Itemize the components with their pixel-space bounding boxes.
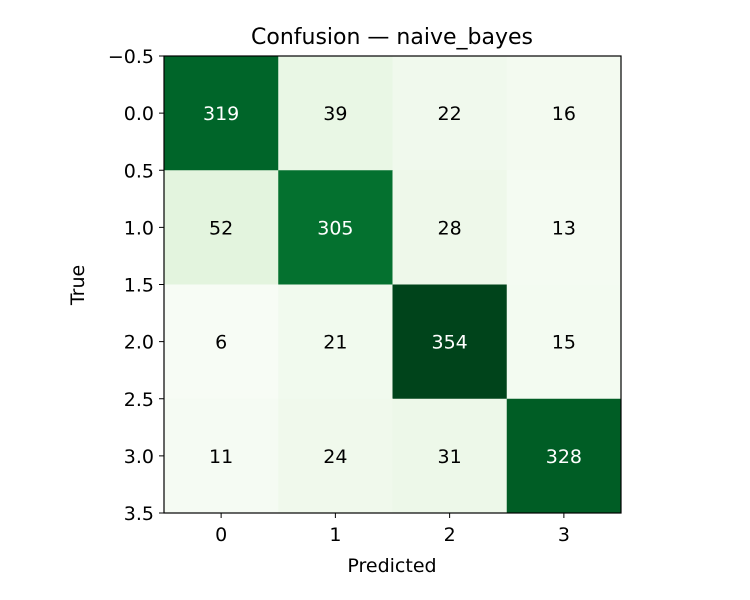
- y-tick-label-2: 0.5: [124, 160, 154, 182]
- cell-value-r1-c0: 52: [209, 217, 233, 239]
- y-tick-label-8: 3.5: [124, 503, 154, 525]
- cell-value-r1-c2: 28: [438, 217, 462, 239]
- cell-value-r0-c2: 22: [438, 103, 462, 125]
- heatmap-cell-r1-c0: [164, 170, 279, 285]
- heatmap-cell-r1-c1: [278, 170, 393, 285]
- heatmap-cell-r0-c1: [278, 56, 393, 171]
- heatmap-cell-r0-c0: [164, 56, 279, 171]
- y-axis-label: True: [67, 265, 89, 306]
- cell-value-r3-c2: 31: [438, 446, 462, 468]
- cell-value-r2-c2: 354: [431, 332, 467, 354]
- heatmap-cell-r2-c0: [164, 284, 279, 400]
- cell-value-r2-c0: 6: [215, 332, 227, 354]
- heatmap-cell-r1-c2: [392, 170, 508, 285]
- y-tick-label-1: 0.0: [124, 103, 154, 125]
- cell-value-r3-c3: 328: [546, 446, 582, 468]
- y-tick-label-0: −0.5: [108, 46, 154, 68]
- heatmap-cell-r0-c2: [392, 56, 508, 171]
- heatmap-cell-r1-c3: [506, 170, 622, 285]
- chart-title: Confusion — naive_bayes: [251, 25, 533, 50]
- cell-value-r2-c3: 15: [552, 332, 576, 354]
- cell-value-r0-c0: 319: [203, 103, 239, 125]
- x-axis-label: Predicted: [347, 555, 436, 577]
- cell-value-labels: 319 39 22 16 52 305 28 13 6 21 354 15 11 24 31 328: [203, 103, 582, 468]
- cell-value-r1-c3: 13: [552, 217, 576, 239]
- cell-value-r2-c1: 21: [323, 332, 347, 354]
- x-tick-label-3: 3: [558, 524, 570, 546]
- heatmap-cell-r3-c1: [278, 398, 393, 514]
- y-axis-ticks: −0.5 0.0 0.5 1.0 1.5 2.0 2.5 3.0 3.5: [108, 46, 164, 525]
- y-tick-label-5: 2.0: [124, 332, 154, 354]
- heatmap-cell-r3-c0: [164, 398, 279, 514]
- heatmap-cell-r2-c2: [392, 284, 508, 400]
- heatmap-cells: [164, 56, 622, 514]
- x-tick-label-0: 0: [215, 524, 227, 546]
- y-tick-label-4: 1.5: [124, 275, 154, 297]
- cell-value-r3-c1: 24: [323, 446, 347, 468]
- cell-value-r1-c1: 305: [317, 217, 353, 239]
- x-tick-label-1: 1: [329, 524, 341, 546]
- y-tick-label-7: 3.0: [124, 446, 154, 468]
- heatmap-cell-r2-c1: [278, 284, 393, 400]
- heatmap-cell-r3-c3: [506, 398, 622, 514]
- cell-value-r0-c3: 16: [552, 103, 576, 125]
- x-axis-ticks: 0 1 2 3: [215, 513, 570, 546]
- cell-value-r0-c1: 39: [323, 103, 347, 125]
- cell-value-r3-c0: 11: [209, 446, 233, 468]
- heatmap-cell-r2-c3: [506, 284, 622, 400]
- y-tick-label-6: 2.5: [124, 389, 154, 411]
- y-tick-label-3: 1.0: [124, 217, 154, 239]
- x-tick-label-2: 2: [444, 524, 456, 546]
- heatmap-cell-r3-c2: [392, 398, 508, 514]
- heatmap-cell-r0-c3: [506, 56, 622, 171]
